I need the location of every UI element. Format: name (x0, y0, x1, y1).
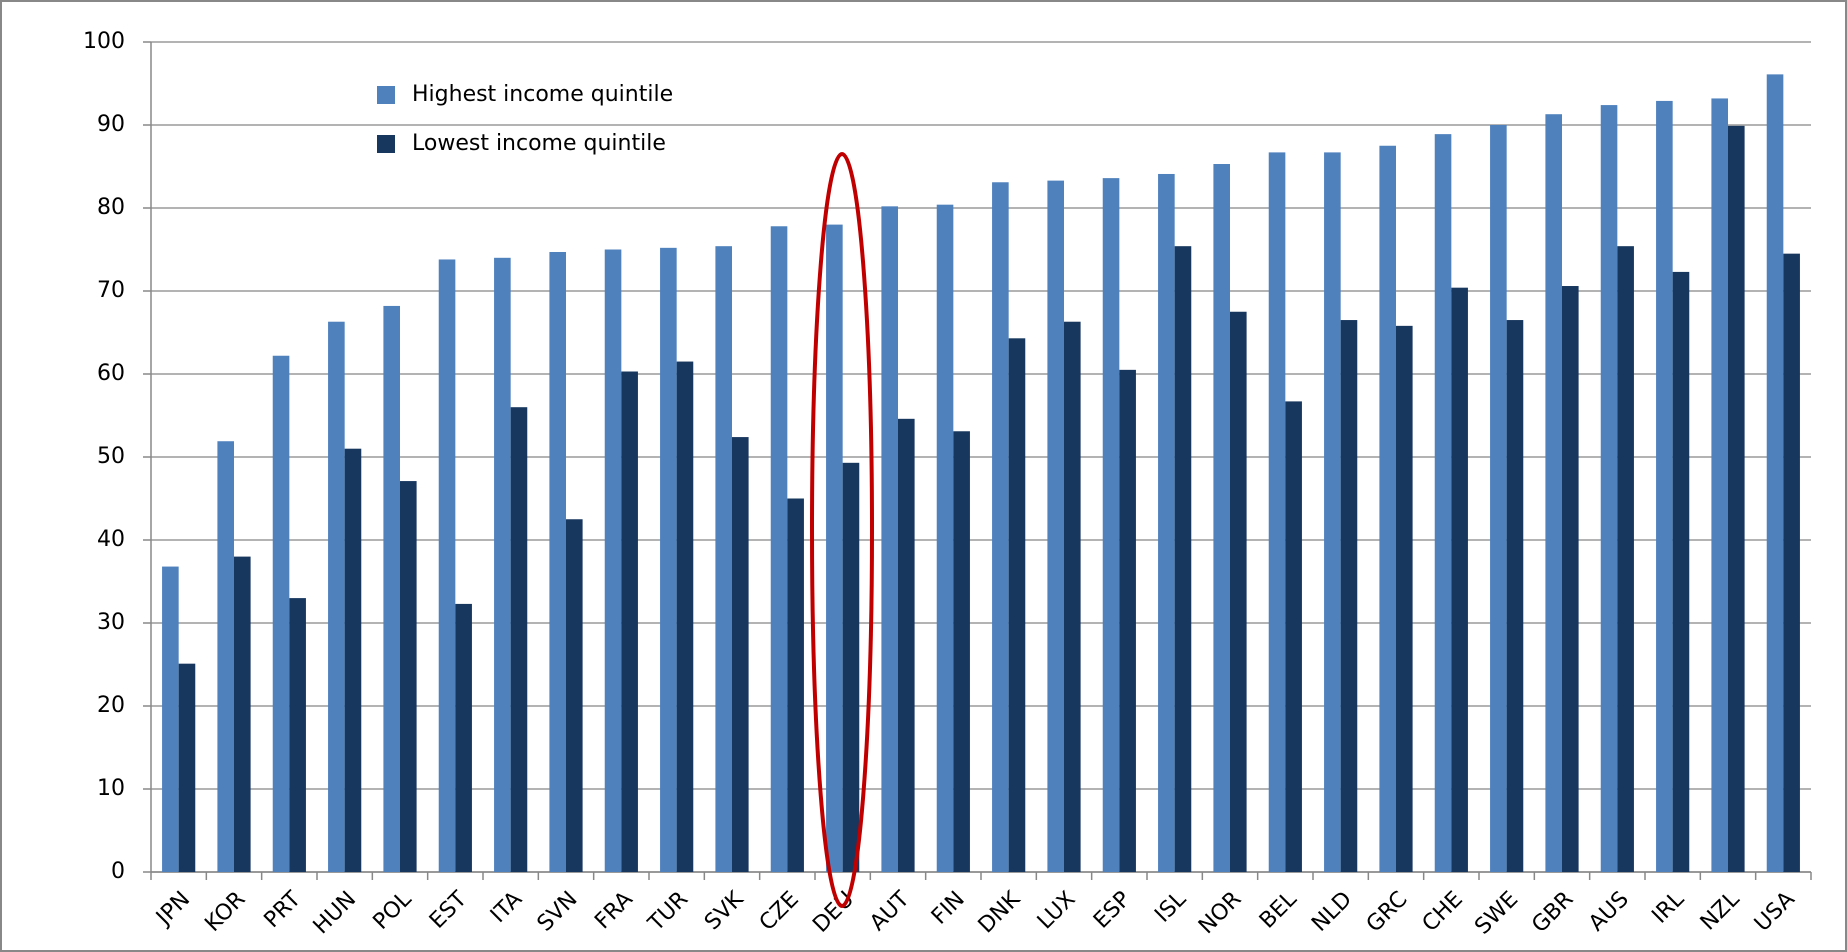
bar (1213, 164, 1230, 872)
bar (660, 247, 677, 873)
y-tick-label: 80 (97, 195, 125, 220)
bar (455, 603, 472, 872)
bar (1506, 320, 1524, 872)
bar (1711, 98, 1728, 872)
y-tick-label: 40 (97, 527, 125, 552)
bar (328, 321, 345, 873)
bar (272, 355, 290, 872)
bar (1047, 180, 1064, 873)
bar (234, 556, 251, 872)
bar (1766, 74, 1784, 873)
y-tick-label: 70 (97, 278, 125, 303)
highlight-ellipse (810, 152, 874, 908)
bar (953, 431, 970, 872)
legend-label: Lowest income quintile (412, 131, 666, 156)
bar (1562, 286, 1579, 872)
bar (1158, 173, 1175, 873)
bar (842, 462, 860, 872)
bar (1451, 287, 1468, 872)
bar (1119, 369, 1136, 872)
y-tick-label: 10 (97, 776, 125, 801)
bar (1656, 100, 1673, 873)
bar (549, 251, 566, 873)
legend-label: Highest income quintile (412, 82, 673, 107)
y-tick-label: 100 (83, 29, 125, 54)
bar (621, 371, 638, 872)
bar (1600, 105, 1618, 872)
bar (178, 663, 196, 872)
bar (732, 437, 749, 872)
bar (400, 481, 417, 872)
bar (1230, 311, 1247, 872)
bar (770, 226, 788, 872)
y-tick-label: 90 (97, 112, 125, 137)
bar (162, 566, 179, 872)
bar (1672, 271, 1690, 872)
bar (1340, 320, 1358, 872)
bar (676, 361, 694, 872)
bar (898, 418, 915, 872)
legend-swatch (377, 86, 395, 104)
y-tick-label: 50 (97, 444, 125, 469)
bar (510, 407, 528, 872)
bar (936, 204, 954, 872)
bar (494, 257, 511, 872)
bar (1102, 178, 1120, 872)
bar (1545, 114, 1562, 872)
bar (1379, 145, 1396, 872)
bar (1174, 246, 1192, 872)
bar (1783, 253, 1800, 872)
bar (1324, 152, 1341, 872)
bar (289, 598, 306, 872)
bar (383, 305, 400, 872)
y-tick-label: 0 (111, 859, 125, 884)
bar (217, 441, 234, 872)
legend-swatch (377, 135, 395, 153)
bar (1434, 134, 1452, 872)
bar (715, 246, 732, 872)
bar (566, 519, 583, 872)
bar (787, 498, 804, 872)
y-tick-label: 30 (97, 610, 125, 635)
y-tick-label: 60 (97, 361, 125, 386)
bar (344, 448, 362, 872)
bar (1490, 125, 1507, 872)
bar (604, 249, 622, 872)
bar (881, 206, 898, 873)
y-tick-label: 20 (97, 693, 125, 718)
bar (1064, 321, 1081, 873)
bar (1617, 246, 1634, 872)
bar (1008, 338, 1026, 872)
bar (1285, 401, 1302, 872)
bar (1268, 152, 1286, 872)
bar (1396, 325, 1413, 872)
bar (992, 182, 1009, 872)
bar (826, 224, 843, 873)
bar (1728, 125, 1745, 872)
bar (438, 259, 456, 873)
